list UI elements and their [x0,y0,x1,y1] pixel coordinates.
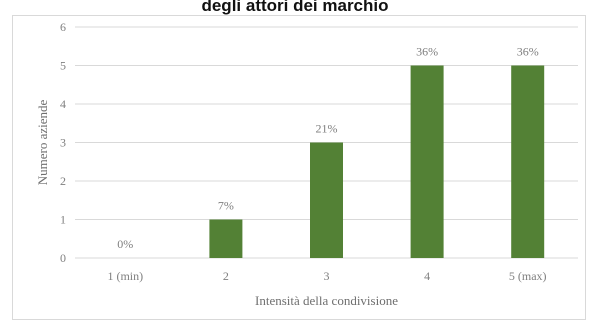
data-label: 36% [517,45,539,59]
x-tick-label: 5 (max) [509,269,547,283]
y-tick-label: 1 [60,213,66,227]
x-tick-label: 2 [223,269,229,283]
data-label: 21% [316,122,338,136]
y-axis-title: Numero aziende [35,100,50,186]
x-tick-label: 4 [424,269,430,283]
page-title: degli attori dei marchio [201,0,389,15]
y-tick-label: 0 [60,251,66,265]
data-labels: 0% 7% 21% 36% 36% [117,45,538,252]
x-tick-label: 3 [324,269,330,283]
bar [511,65,545,258]
x-tick-label: 1 (min) [107,269,143,283]
y-tick-label: 3 [60,136,66,150]
x-axis-title: Intensità della condivisione [255,293,398,308]
bar [410,65,444,258]
y-tick-label: 6 [60,20,66,34]
y-axis-ticks: 0 1 2 3 4 5 6 [60,20,66,265]
bar [310,142,343,258]
data-label: 0% [117,237,133,251]
y-tick-label: 2 [60,174,66,188]
y-tick-label: 5 [60,59,66,73]
y-tick-label: 4 [60,97,66,111]
x-axis-ticks: 1 (min) 2 3 4 5 (max) [107,269,546,283]
bar [209,219,243,258]
data-label: 36% [416,45,438,59]
data-label: 7% [218,199,234,213]
bars [209,65,545,258]
